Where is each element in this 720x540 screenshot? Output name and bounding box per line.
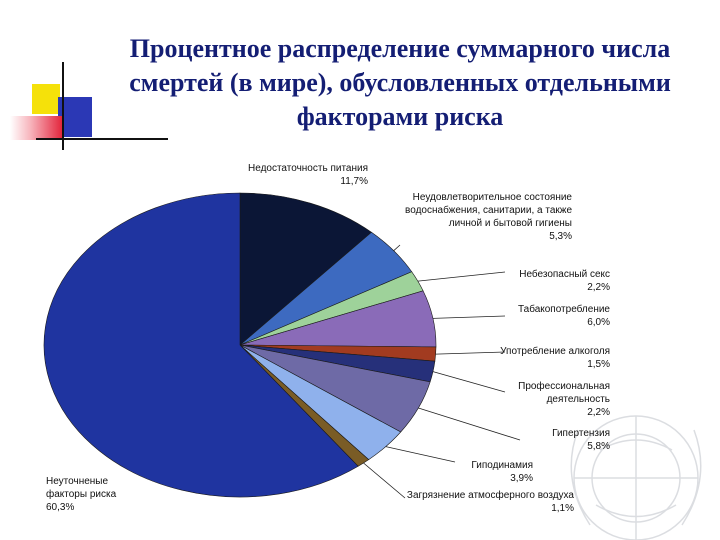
slice-label-line: факторы риска (46, 488, 117, 500)
slice-label: Употребление алкоголя 1,5% (500, 345, 610, 370)
slide-title: Процентное распределение суммарного числ… (96, 32, 704, 134)
slice-label-line: водоснабжения, санитарии, а также (405, 204, 572, 216)
slice-percent: 5,8% (587, 441, 610, 452)
who-emblem-watermark (570, 415, 702, 540)
leader-line (432, 315, 506, 319)
slice-label-line: Употребление алкоголя (500, 345, 610, 357)
slice-label: Недостаточность питания 11,7% (248, 163, 368, 187)
slice-percent: 2,2% (587, 282, 610, 293)
leader-line (363, 462, 406, 499)
leader-line (417, 271, 506, 282)
decor-red-bar (10, 116, 62, 140)
slice-label-line: Неуточненые (46, 476, 108, 487)
decor-vertical-line (62, 62, 64, 150)
leader-line (418, 407, 521, 441)
slide-title-line: факторами риска (296, 102, 504, 131)
slice-label-line: Табакопотребление (518, 303, 610, 315)
slice-label: Табакопотребление 6,0% (518, 303, 610, 328)
pie-slices (43, 192, 437, 498)
slice-percent: 1,5% (587, 359, 610, 370)
slice-label-line: Неудовлетворительное состояние (413, 192, 573, 203)
slide-title-line: Процентное распределение суммарного числ… (129, 34, 671, 63)
slice-labels: Недостаточность питания 11,7% Неудовлетвор… (46, 163, 610, 514)
leader-lines (363, 244, 521, 499)
slice-label-line: личной и бытовой гигиены (449, 217, 572, 229)
leader-line (393, 244, 401, 251)
slide-title-line: смертей (в мире), обусловленных отдельны… (129, 68, 671, 97)
slice-label-line: деятельность (547, 394, 610, 405)
leader-line (432, 371, 506, 393)
slice-percent: 60,3% (46, 502, 74, 513)
slice-label-line: Гиподинамия (471, 460, 533, 471)
slice-label: Неуточненые факторы риска 60,3% (46, 476, 117, 513)
slice-label: Загрязнение атмосферного воздуха 1,1% (407, 489, 575, 514)
slice-label-line: Загрязнение атмосферного воздуха (407, 489, 575, 501)
pie-slice (239, 192, 372, 346)
slice-label-line: Недостаточность питания (248, 163, 368, 174)
pie-slice (43, 192, 359, 498)
slice-label: Гипертензия 5,8% (552, 428, 610, 452)
slice-label: Небезопасный секс 2,2% (519, 268, 610, 293)
slice-percent: 11,7% (340, 176, 368, 187)
slice-percent: 6,0% (587, 317, 610, 328)
slice-label: Неудовлетворительное состояние водоснабже… (405, 192, 572, 242)
slice-percent: 2,2% (587, 407, 610, 418)
decor-horizontal-line (36, 138, 168, 140)
slice-percent: 1,1% (551, 503, 574, 514)
slice-label-line: Гипертензия (552, 428, 610, 439)
slice-label: Профессиональная деятельность 2,2% (518, 380, 610, 418)
slice-label-line: Небезопасный секс (519, 268, 610, 280)
slice-label-line: Профессиональная (518, 380, 610, 392)
leader-line (385, 446, 456, 463)
slice-percent: 3,9% (510, 473, 533, 484)
slice-percent: 5,3% (549, 231, 572, 242)
decor-yellow-square (32, 84, 60, 114)
leader-line (435, 351, 506, 355)
slice-label: Гиподинамия 3,9% (471, 460, 533, 484)
